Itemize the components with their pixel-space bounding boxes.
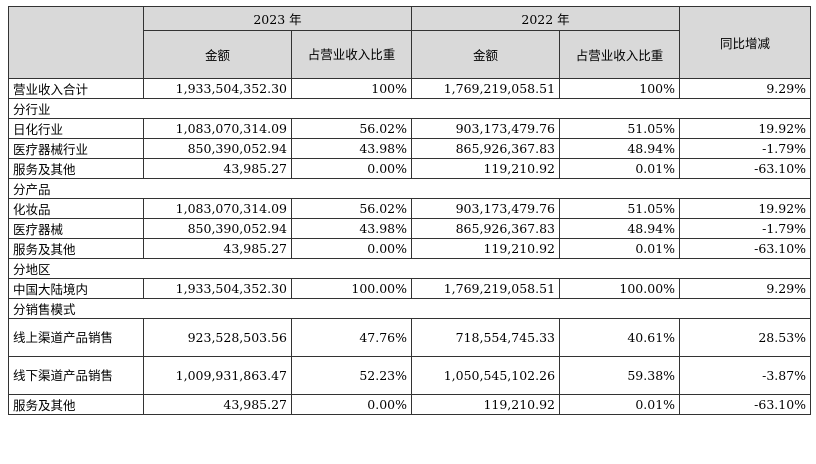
yoy-change: -63.10%: [679, 238, 812, 259]
header-year-2023: 2023 年: [142, 6, 413, 31]
amount-2022: 1,050,545,102.26: [411, 356, 561, 395]
ratio-2022: 51.05%: [559, 118, 681, 139]
ratio-2022: 100.00%: [559, 278, 681, 299]
row-label: 中国大陆境内: [8, 278, 144, 299]
row-label: 医疗器械行业: [8, 138, 144, 159]
ratio-2023: 0.00%: [290, 394, 413, 415]
ratio-2023: 43.98%: [290, 218, 413, 239]
amount-2023: 43,985.27: [143, 394, 292, 415]
table-row: 医疗器械 850,390,052.94 43.98% 865,926,367.83 48…: [8, 218, 812, 239]
header-year-2022: 2022 年: [411, 6, 681, 31]
row-label: 线上渠道产品销售: [8, 318, 144, 357]
table-row: 服务及其他 43,985.27 0.00% 119,210.92 0.01% -63.10…: [8, 238, 812, 259]
amount-2022: 119,210.92: [411, 238, 561, 259]
yoy-change: 19.92%: [679, 118, 812, 139]
ratio-2022: 100%: [559, 78, 681, 99]
table-row: 医疗器械行业 850,390,052.94 43.98% 865,926,367.83…: [8, 138, 812, 159]
ratio-2022: 48.94%: [559, 218, 681, 239]
row-label: 化妆品: [8, 198, 144, 219]
total-row: 营业收入合计 1,933,504,352.30 100% 1,769,219,0…: [8, 78, 812, 99]
amount-2022: 1,769,219,058.51: [411, 78, 561, 99]
amount-2022: 119,210.92: [411, 394, 561, 415]
amount-2023: 1,083,070,314.09: [143, 198, 292, 219]
amount-2022: 865,926,367.83: [411, 138, 561, 159]
amount-2023: 1,083,070,314.09: [143, 118, 292, 139]
ratio-2023: 56.02%: [290, 198, 413, 219]
section-header-row: 分地区: [7, 258, 812, 279]
section-title: 分行业: [7, 98, 812, 119]
section-header-row: 分产品: [7, 178, 812, 199]
ratio-2022: 59.38%: [559, 356, 681, 395]
row-label: 线下渠道产品销售: [8, 356, 144, 395]
table-row: 服务及其他 43,985.27 0.00% 119,210.92 0.01% -63.10…: [8, 394, 812, 415]
ratio-2023: 43.98%: [290, 138, 413, 159]
ratio-2022: 51.05%: [559, 198, 681, 219]
amount-2023: 43,985.27: [143, 158, 292, 179]
ratio-2022: 0.01%: [559, 238, 681, 259]
ratio-2023: 47.76%: [290, 318, 413, 357]
header-ratio-2023: 占营业收入比重: [290, 30, 413, 79]
header-amount-2023: 金额: [143, 30, 292, 79]
ratio-2023: 100.00%: [290, 278, 413, 299]
table-row: 化妆品 1,083,070,314.09 56.02% 903,173,479.76 5…: [8, 198, 812, 219]
ratio-2022: 0.01%: [559, 394, 681, 415]
yoy-change: 9.29%: [679, 278, 812, 299]
amount-2023: 1,009,931,863.47: [143, 356, 292, 395]
row-label: 日化行业: [8, 118, 144, 139]
section-title: 分销售模式: [7, 298, 812, 319]
amount-2023: 43,985.27: [143, 238, 292, 259]
section-title: 分地区: [7, 258, 812, 279]
amount-2022: 903,173,479.76: [411, 198, 561, 219]
table-row: 线下渠道产品销售 1,009,931,863.47 52.23% 1,050,545,…: [8, 356, 812, 395]
yoy-change: 28.53%: [679, 318, 812, 357]
row-label: 服务及其他: [8, 238, 144, 259]
row-label: 医疗器械: [8, 218, 144, 239]
ratio-2022: 0.01%: [559, 158, 681, 179]
ratio-2022: 48.94%: [559, 138, 681, 159]
amount-2022: 865,926,367.83: [411, 218, 561, 239]
yoy-change: 9.29%: [679, 78, 812, 99]
header-blank: [8, 6, 144, 79]
amount-2022: 903,173,479.76: [411, 118, 561, 139]
amount-2023: 1,933,504,352.30: [143, 78, 292, 99]
amount-2023: 850,390,052.94: [143, 138, 292, 159]
yoy-change: -1.79%: [679, 138, 812, 159]
ratio-2023: 52.23%: [290, 356, 413, 395]
table-row: 线上渠道产品销售 923,528,503.56 47.76% 718,554,745.…: [8, 318, 812, 357]
ratio-2023: 0.00%: [290, 158, 413, 179]
row-label: 服务及其他: [8, 394, 144, 415]
amount-2023: 923,528,503.56: [143, 318, 292, 357]
ratio-2023: 56.02%: [290, 118, 413, 139]
yoy-change: -63.10%: [679, 158, 812, 179]
table-row: 中国大陆境内 1,933,504,352.30 100.00% 1,769,219,0…: [8, 278, 812, 299]
yoy-change: -3.87%: [679, 356, 812, 395]
amount-2023: 1,933,504,352.30: [143, 278, 292, 299]
table-row: 服务及其他 43,985.27 0.00% 119,210.92 0.01% -63.10…: [8, 158, 812, 179]
section-header-row: 分行业: [7, 98, 812, 119]
header-amount-2022: 金额: [411, 30, 561, 79]
row-label: 服务及其他: [8, 158, 144, 179]
amount-2023: 850,390,052.94: [143, 218, 292, 239]
amount-2022: 718,554,745.33: [411, 318, 561, 357]
header-ratio-2022: 占营业收入比重: [559, 30, 681, 79]
amount-2022: 1,769,219,058.51: [411, 278, 561, 299]
header-yoy: 同比增减: [679, 6, 812, 79]
yoy-change: 19.92%: [679, 198, 812, 219]
yoy-change: -63.10%: [679, 394, 812, 415]
ratio-2022: 40.61%: [559, 318, 681, 357]
ratio-2023: 0.00%: [290, 238, 413, 259]
row-label: 营业收入合计: [8, 78, 144, 99]
ratio-2023: 100%: [290, 78, 413, 99]
section-title: 分产品: [7, 178, 812, 199]
table-row: 日化行业 1,083,070,314.09 56.02% 903,173,479.76…: [8, 118, 812, 139]
section-header-row: 分销售模式: [7, 298, 812, 319]
yoy-change: -1.79%: [679, 218, 812, 239]
revenue-table: 2023 年 2022 年 同比增减 金额 占营业收入比重 金额 占营业收入比重…: [7, 6, 812, 415]
amount-2022: 119,210.92: [411, 158, 561, 179]
